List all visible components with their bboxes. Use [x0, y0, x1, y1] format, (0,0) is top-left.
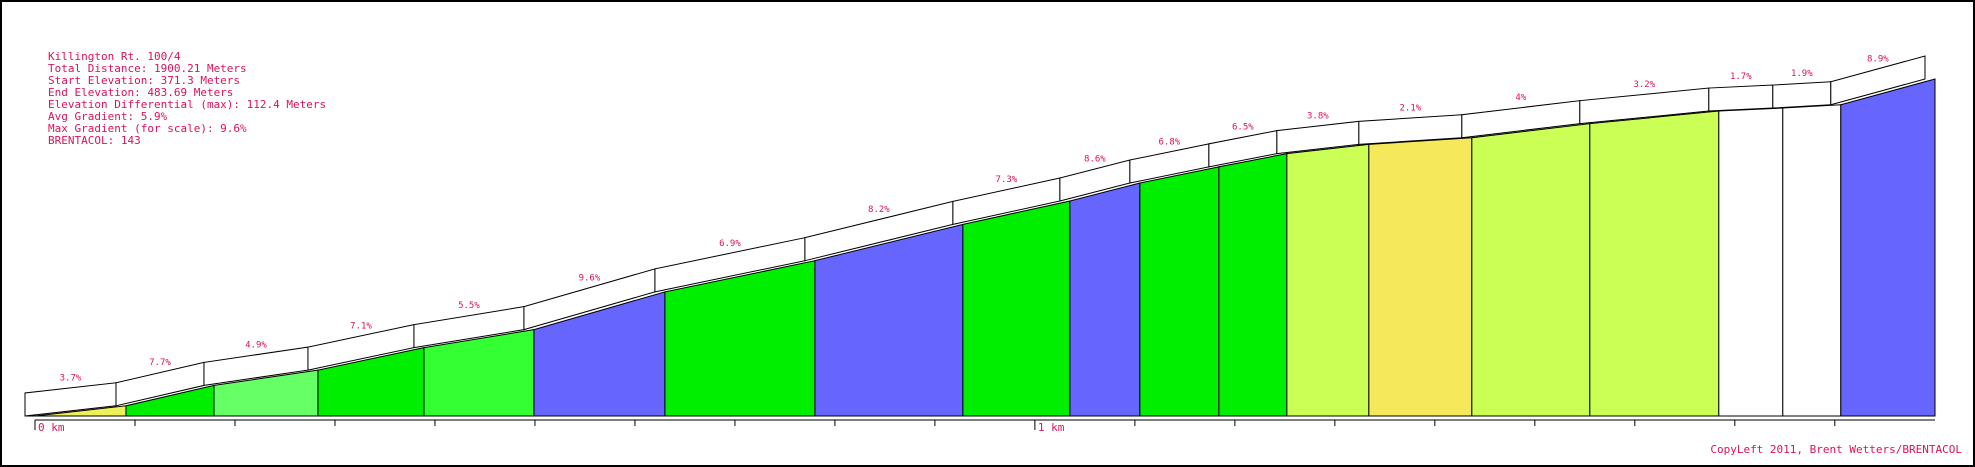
segment — [1368, 137, 1473, 417]
info-line: Total Distance: 1900.21 Meters — [48, 62, 247, 75]
gradient-label: 8.9% — [1867, 54, 1889, 64]
info-line: Killington Rt. 100/4 — [48, 50, 181, 63]
x-tick-label: 0 km — [38, 421, 65, 434]
info-line: End Elevation: 483.69 Meters — [48, 86, 233, 99]
segment — [1069, 182, 1141, 417]
info-line: Avg Gradient: 5.9% — [48, 110, 168, 123]
gradient-band — [1772, 81, 1832, 109]
footer: CopyLeft 2011, Brent Wetters/BRENTACOL — [1710, 443, 1962, 456]
gradient-label: 6.8% — [1159, 137, 1181, 147]
segment — [1589, 110, 1720, 417]
segment — [1471, 123, 1591, 417]
info-line: Start Elevation: 371.3 Meters — [48, 74, 240, 87]
gradient-label: 8.2% — [868, 205, 890, 215]
gradient-label: 3.2% — [1633, 80, 1655, 90]
segment — [962, 200, 1071, 417]
segment — [1782, 104, 1842, 417]
gradient-label: 1.7% — [1730, 72, 1752, 82]
gradient-label: 6.9% — [719, 239, 741, 249]
gradient-band — [1830, 55, 1926, 106]
gradient-label: 4.9% — [245, 340, 267, 350]
gradient-label: 5.5% — [458, 301, 480, 311]
gradient-label: 8.6% — [1084, 155, 1106, 165]
segment — [1218, 153, 1288, 417]
info-line: BRENTACOL: 143 — [48, 134, 141, 147]
gradient-label: 7.1% — [350, 321, 372, 331]
segment — [1840, 78, 1936, 417]
info-line: Max Gradient (for scale): 9.6% — [48, 122, 247, 135]
gradient-label: 3.7% — [60, 373, 82, 383]
gradient-label: 9.6% — [579, 273, 601, 283]
gradient-label: 1.9% — [1791, 69, 1813, 79]
x-tick-label: 1 km — [1038, 421, 1065, 434]
gradient-label: 4% — [1515, 93, 1526, 103]
gradient-label: 2.1% — [1400, 104, 1422, 114]
segment — [1718, 107, 1784, 417]
segment — [1139, 166, 1220, 417]
gradient-band — [1708, 84, 1774, 112]
info-line: Elevation Differential (max): 112.4 Mete… — [48, 98, 326, 111]
gradient-label: 7.3% — [996, 175, 1018, 185]
gradient-label: 3.8% — [1307, 111, 1329, 121]
gradient-label: 6.5% — [1232, 123, 1254, 133]
segment — [1286, 143, 1370, 417]
gradient-label: 7.7% — [149, 358, 171, 368]
